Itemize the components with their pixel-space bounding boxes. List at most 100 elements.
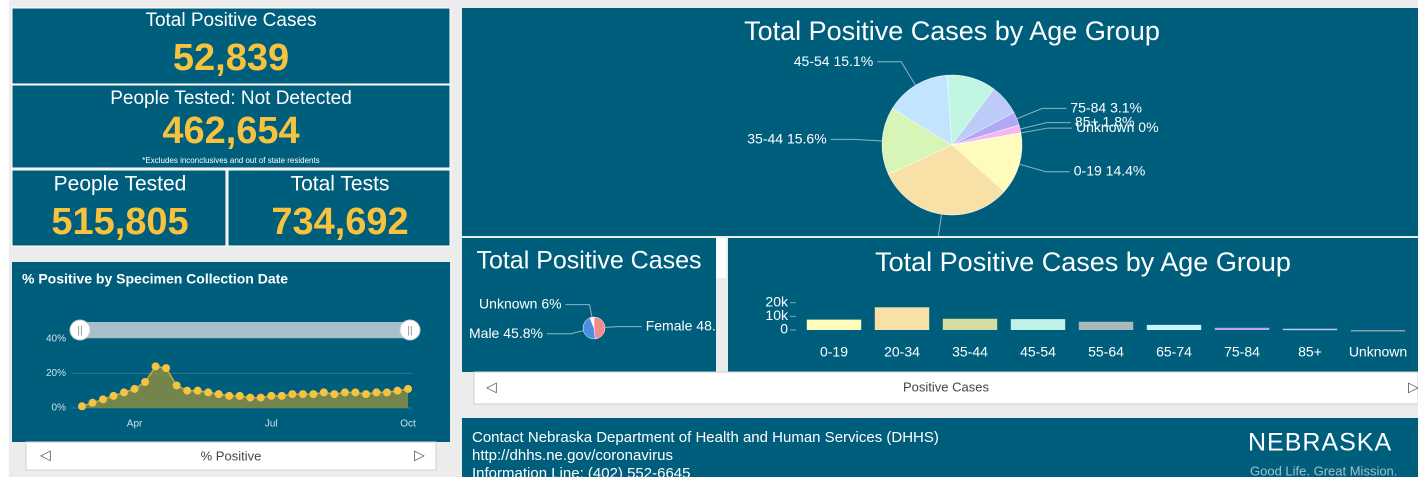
point — [277, 391, 286, 400]
logo: NEBRASKA — [1248, 429, 1392, 457]
slice-category: Male — [469, 324, 500, 340]
point — [151, 362, 160, 371]
slice-label: 45-54 15.1% — [794, 52, 873, 68]
x-tick-label: 65-74 — [1156, 344, 1192, 360]
point — [99, 395, 108, 404]
slice-label: Unknown 6% — [479, 295, 562, 311]
slice-category: Unknown — [1076, 119, 1134, 135]
legend-entry: % Positive — [201, 448, 262, 463]
cut-panel — [0, 0, 9, 477]
slice-category: 75-84 — [1070, 99, 1106, 115]
slice-value-label: 14.4% — [1106, 162, 1146, 178]
y-tick-label: 40% — [46, 333, 66, 344]
point — [361, 390, 370, 399]
arrow-right[interactable]: ▷ — [1408, 379, 1418, 395]
point — [162, 364, 171, 373]
stat-value: 734,692 — [271, 201, 408, 243]
leader-line — [546, 330, 584, 335]
arrow-left[interactable]: ◁ — [486, 379, 497, 395]
point — [330, 390, 339, 399]
point — [130, 384, 139, 393]
stat-value: 462,654 — [162, 110, 299, 152]
point — [267, 391, 276, 400]
slice-category: Female — [646, 317, 693, 333]
stat-value: 52,839 — [173, 37, 289, 79]
pie: Female 48.2% Male 45.8% Unknown 6% — [469, 295, 736, 340]
chart-title: Total Positive Cases by Age Group — [875, 247, 1291, 277]
stat-panel — [11, 7, 451, 85]
arrow-left[interactable]: ◁ — [40, 447, 51, 463]
point — [288, 390, 297, 399]
point — [193, 386, 202, 395]
slider-track — [80, 322, 410, 338]
stat-panel — [227, 169, 451, 247]
slice-label: 20-34 31.5% — [830, 232, 909, 248]
pie-slice — [888, 144, 1005, 216]
point — [214, 390, 223, 399]
slice-category: 85+ — [1075, 113, 1099, 129]
stat-label: Total Tests — [291, 173, 390, 196]
arrow-right[interactable]: ▷ — [414, 447, 425, 463]
leader-line — [830, 138, 883, 142]
stat-label: Total Positive Cases — [145, 10, 316, 31]
point — [183, 386, 192, 395]
slice-label: Unknown 0% — [1076, 119, 1159, 135]
point — [351, 388, 360, 397]
y-tick-label: 20% — [46, 368, 66, 379]
pie: 0-19 14.4% 20-34 31.5% 35-44 15.6% 45-54 15… — [747, 52, 1159, 248]
slice-category: 0-19 — [1074, 162, 1102, 178]
scrollbar[interactable] — [716, 238, 726, 278]
slice-value-label: 15.6% — [787, 130, 827, 146]
footer-panel — [462, 418, 1418, 477]
x-tick-label: 0-19 — [820, 344, 848, 360]
x-tick-label: 45-54 — [1020, 344, 1056, 360]
point — [109, 391, 118, 400]
x-tick-label: 35-44 — [952, 344, 988, 360]
footer-line: Information Line: (402) 552-6645 — [472, 465, 690, 477]
slice-label: 85+ 1.8% — [1075, 113, 1135, 129]
slice-category: 35-44 — [747, 130, 783, 146]
bar — [1146, 324, 1202, 330]
leader-line — [1016, 107, 1067, 120]
x-tick-label: Unknown — [1349, 344, 1407, 360]
stat-panel — [11, 169, 227, 247]
legend-strip — [473, 371, 1418, 405]
slice-label: 75-84 3.1% — [1070, 99, 1142, 115]
area — [82, 366, 408, 408]
slider-handle[interactable] — [399, 319, 421, 341]
leader-line — [1020, 127, 1073, 134]
leader-line — [604, 326, 642, 328]
bar — [942, 318, 998, 330]
stat-label: People Tested — [54, 173, 187, 196]
point — [225, 391, 234, 400]
y-tick-label: 0 — [780, 321, 788, 337]
point — [256, 393, 265, 402]
point — [319, 388, 328, 397]
leader-line — [1020, 122, 1071, 130]
slice-label: Female 48.2% — [646, 317, 736, 333]
bar — [874, 307, 930, 330]
x-tick-label: 55-64 — [1088, 344, 1124, 360]
x-tick-label: 20-34 — [884, 344, 920, 360]
footer-line: Contact Nebraska Department of Health an… — [472, 429, 939, 446]
point — [382, 388, 391, 397]
bar — [1282, 328, 1338, 331]
slider-handle[interactable] — [69, 319, 91, 341]
x-tick-label: Apr — [127, 419, 143, 430]
bar — [1010, 319, 1066, 330]
slice-value-label: 6% — [541, 295, 561, 311]
point — [172, 381, 181, 390]
point — [78, 402, 86, 411]
leader-line — [877, 61, 916, 86]
point — [141, 378, 150, 386]
stat-value: 515,805 — [51, 201, 188, 243]
tagline: Good Life. Great Mission. — [1250, 463, 1397, 477]
stat-note: *Excludes inconclusives and out of state… — [142, 156, 319, 165]
bar — [1214, 327, 1270, 330]
slider-grip: || — [407, 326, 412, 337]
x-tick-label: Oct — [400, 419, 416, 430]
point — [88, 398, 97, 407]
point — [404, 384, 412, 393]
